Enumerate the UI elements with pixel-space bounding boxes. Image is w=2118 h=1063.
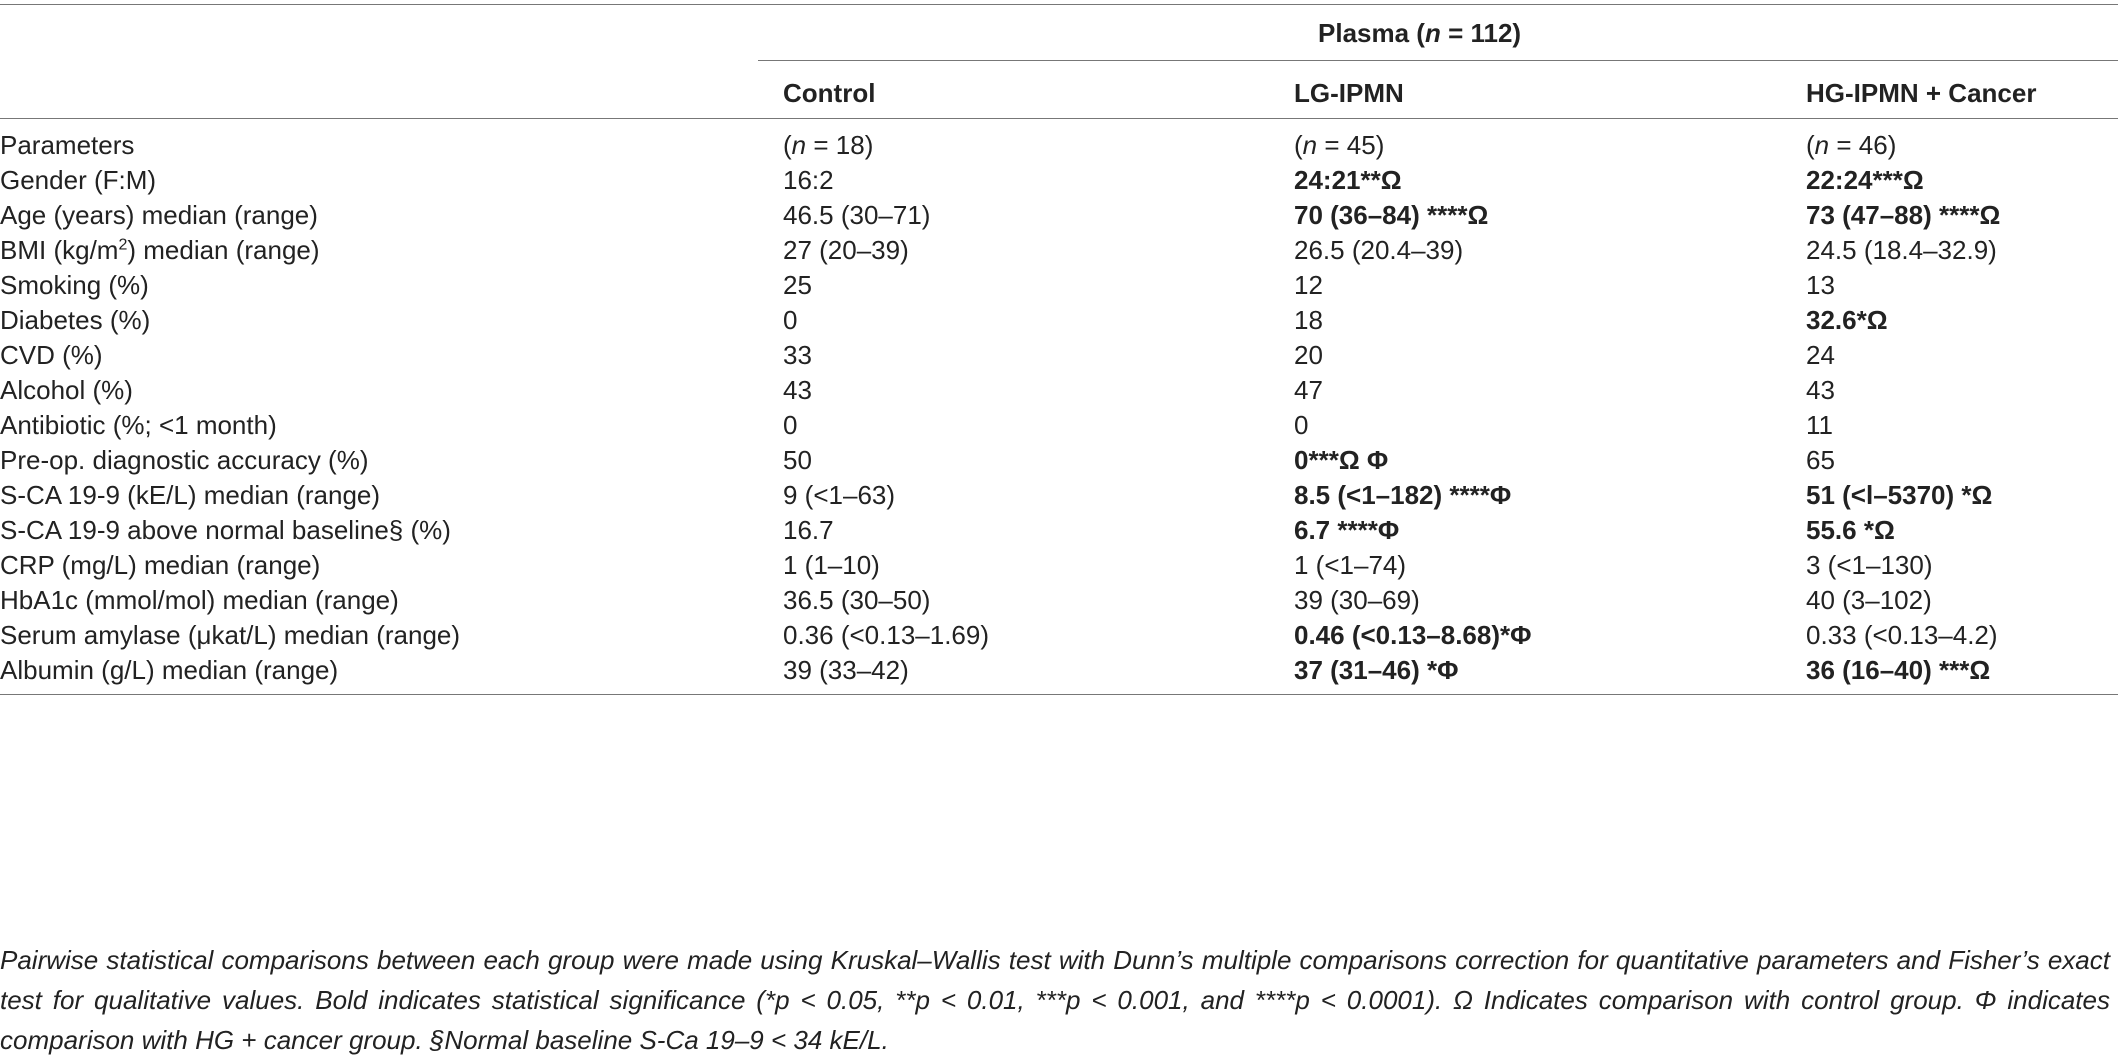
table-cell: 47 (1294, 375, 1323, 405)
row-label: S-CA 19-9 (kE/L) median (range) (0, 480, 381, 510)
table-cell: 0 (783, 305, 798, 335)
row-label: S-CA 19-9 above normal baseline§ (%) (0, 515, 451, 545)
group-header-plasma: Plasma (n = 112) (1318, 18, 1522, 48)
table-cell: 43 (783, 375, 812, 405)
table-cell: 8.5 (<1–182) ****Φ (1294, 480, 1512, 510)
table-cell: 13 (1806, 270, 1835, 300)
top-rule (0, 4, 2118, 5)
row-label: HbA1c (mmol/mol) median (range) (0, 585, 399, 615)
row-label: Albumin (g/L) median (range) (0, 655, 339, 685)
row-label: Parameters (0, 130, 135, 160)
table-cell: 0***Ω Φ (1294, 445, 1389, 475)
table-cell: 65 (1806, 445, 1835, 475)
table-cell: 50 (783, 445, 812, 475)
row-label: Diabetes (%) (0, 305, 151, 335)
table-cell: 9 (<1–63) (783, 480, 896, 510)
table-footnote: Pairwise statistical comparisons between… (0, 945, 2110, 1055)
row-label: CVD (%) (0, 340, 103, 370)
header-rule (0, 118, 2118, 119)
table-cell: 1 (1–10) (783, 550, 880, 580)
table-cell: 55.6 *Ω (1806, 515, 1895, 545)
table-cell: 0.33 (<0.13–4.2) (1806, 620, 1998, 650)
table-cell: 18 (1294, 305, 1323, 335)
bottom-rule (0, 694, 2118, 695)
table-cell: 26.5 (20.4–39) (1294, 235, 1464, 265)
table-cell: 25 (783, 270, 812, 300)
table-cell: 27 (20–39) (783, 235, 909, 265)
row-label: Alcohol (%) (0, 375, 133, 405)
table-cell: 3 (<1–130) (1806, 550, 1933, 580)
table-cell: 40 (3–102) (1806, 585, 1932, 615)
row-label: BMI (kg/m2) median (range) (0, 235, 320, 265)
table-cell: 1 (<1–74) (1294, 550, 1407, 580)
table-cell: 36 (16–40) ***Ω (1806, 655, 1991, 685)
table-cell: 43 (1806, 375, 1835, 405)
table-cell: (n = 18) (783, 130, 874, 160)
row-label: Smoking (%) (0, 270, 149, 300)
table-cell: 70 (36–84) ****Ω (1294, 200, 1489, 230)
table-cell: (n = 45) (1294, 130, 1385, 160)
table-cell: 24.5 (18.4–32.9) (1806, 235, 1997, 265)
table-cell: 0 (1294, 410, 1309, 440)
table-cell: 24 (1806, 340, 1835, 370)
table-cell: 0.36 (<0.13–1.69) (783, 620, 989, 650)
table-cell: 39 (33–42) (783, 655, 909, 685)
table-cell: 36.5 (30–50) (783, 585, 931, 615)
table-cell: 24:21**Ω (1294, 165, 1402, 195)
row-label: Antibiotic (%; <1 month) (0, 410, 277, 440)
table-cell: 73 (47–88) ****Ω (1806, 200, 2001, 230)
table-cell: 51 (<l–5370) *Ω (1806, 480, 1993, 510)
table-cell: 0.46 (<0.13–8.68)*Φ (1294, 620, 1532, 650)
table-cell: 46.5 (30–71) (783, 200, 931, 230)
group-header-rule (758, 60, 2118, 61)
column-header-hg-ipmn-cancer: HG-IPMN + Cancer (1806, 78, 2037, 108)
table-cell: 32.6*Ω (1806, 305, 1888, 335)
column-header-control: Control (783, 78, 876, 108)
table-cell: 16.7 (783, 515, 834, 545)
table-cell: 37 (31–46) *Φ (1294, 655, 1459, 685)
table-cell: 11 (1806, 410, 1833, 440)
table-cell: 0 (783, 410, 798, 440)
row-label: Gender (F:M) (0, 165, 157, 195)
column-header-lg-ipmn: LG-IPMN (1294, 78, 1404, 108)
table-cell: 22:24***Ω (1806, 165, 1924, 195)
row-label: Serum amylase (μkat/L) median (range) (0, 620, 461, 650)
row-label: Age (years) median (range) (0, 200, 318, 230)
table-cell: 6.7 ****Φ (1294, 515, 1400, 545)
table-cell: 33 (783, 340, 812, 370)
table-cell: 20 (1294, 340, 1323, 370)
row-label: Pre-op. diagnostic accuracy (%) (0, 445, 369, 475)
table-cell: 12 (1294, 270, 1323, 300)
row-label: CRP (mg/L) median (range) (0, 550, 321, 580)
table-cell: (n = 46) (1806, 130, 1897, 160)
table-cell: 39 (30–69) (1294, 585, 1420, 615)
table-cell: 16:2 (783, 165, 834, 195)
